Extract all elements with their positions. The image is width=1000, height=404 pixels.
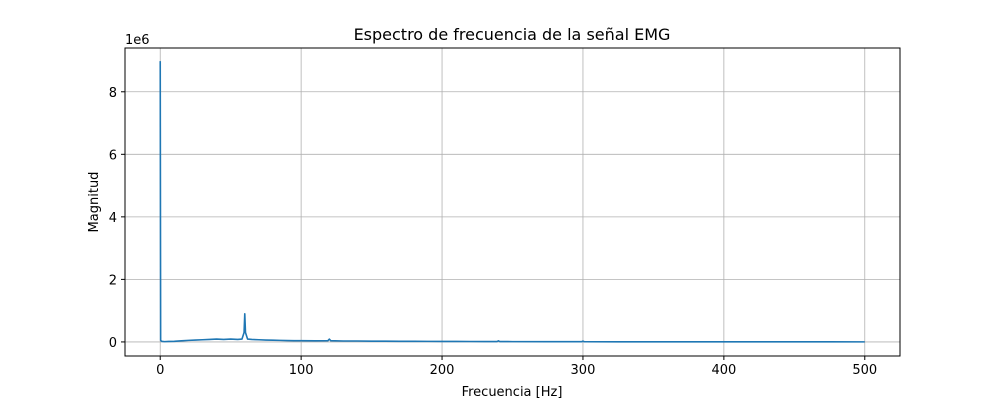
y-tick-label: 4 [109,211,117,226]
x-tick-label: 300 [571,363,596,378]
y-tick-label: 2 [109,273,117,288]
plot-area [159,61,865,343]
y-tick-label: 0 [109,336,117,351]
axes-frame [124,47,901,357]
x-tick-label: 100 [289,363,314,378]
axis-ticks: 0 100 200 300 400 500 0 2 4 6 8 [109,86,877,378]
chart-title: Espectro de frecuencia de la señal EMG [354,25,671,44]
y-tick-label: 8 [109,86,117,101]
x-axis-label: Frecuencia [Hz] [462,385,563,400]
x-tick-label: 400 [711,363,736,378]
y-axis-label: Magnitud [87,172,102,233]
x-tick-label: 0 [156,363,164,378]
x-tick-label: 200 [430,363,455,378]
y-axis-scale-label: 1e6 [125,33,150,48]
x-tick-label: 500 [852,363,877,378]
y-tick-label: 6 [109,148,117,163]
grid-lines [125,48,900,356]
spectrum-series-line [159,61,865,343]
